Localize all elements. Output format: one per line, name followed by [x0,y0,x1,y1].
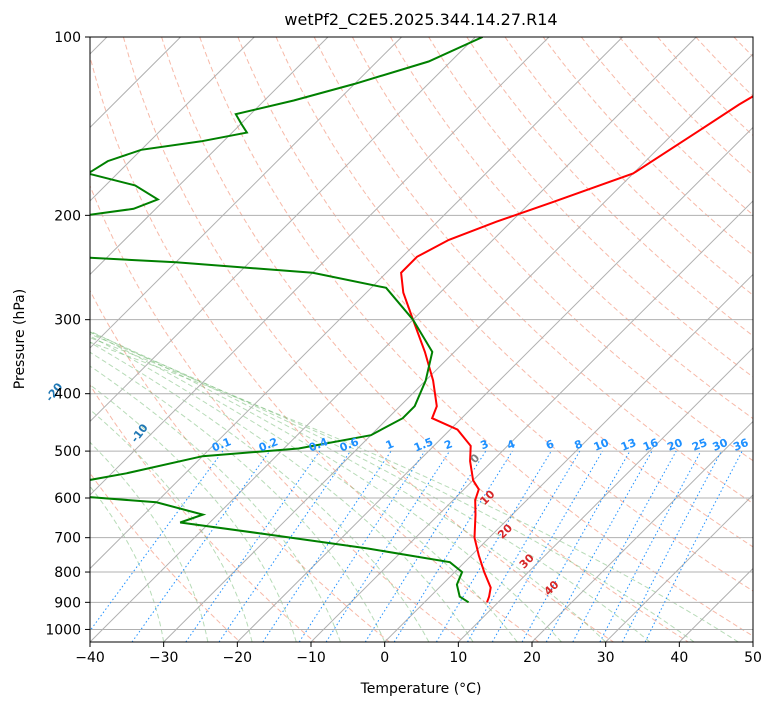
dry-adiabat-line [161,37,689,642]
y-tick-label: 100 [54,30,81,46]
dry-adiabat-line [428,37,753,378]
isotherm-line [384,273,753,642]
x-tick-label: −10 [296,650,326,666]
x-tick-label: 30 [597,650,615,666]
mixing-ratio-label: 20 [665,436,684,454]
tick-layer: −40 −30 −20 −10 0 10 20 30 40 50 100 200 300 400 500 60… [45,30,762,666]
moist-adiabat-line [90,341,739,642]
y-tick-label: 500 [54,444,81,460]
mixing-ratio-line [325,450,451,642]
dry-adiabat-line [313,37,753,505]
mixing-ratio-label: 2 [442,437,454,452]
y-tick-label: 800 [54,565,81,581]
isotherm-line [236,126,753,642]
series-layer [90,37,753,604]
y-axis-title: Pressure (hPa) [12,289,28,389]
x-tick-label: 40 [670,650,688,666]
isotherm-line [457,347,753,642]
grid-layer [90,37,753,642]
mixing-ratio-line [185,450,321,642]
x-tick-label: −20 [223,650,253,666]
isotherm-line [90,37,550,496]
mixing-ratio-line [572,450,677,642]
mixing-ratio-line [131,450,271,642]
y-tick-label: 1000 [45,622,81,638]
isotherm-line [163,53,753,642]
x-tick-label: −30 [149,650,179,666]
temperature-profile-line [400,95,753,603]
dry-adiabat-line [199,37,753,637]
plot-frame [89,36,754,643]
isotherm-line [310,200,753,642]
dry-adiabat-line [90,383,316,642]
isotherm-line [531,420,753,642]
chart-title: wetPf2_C2E5.2025.344.14.27.R14 [284,10,557,30]
isotherm-line [90,37,329,276]
mixing-ratio-label: 16 [641,436,660,454]
mixing-ratio-label: 10 [592,436,611,454]
moist-adiabat-line [90,331,607,642]
dry-adiabat-line [90,184,465,642]
dry-adiabat-line [90,289,390,642]
mixing-ratio-line [393,450,513,642]
dry-adiabat-line [542,37,753,256]
mixing-ratio-label: 1 [384,437,396,452]
moist-adiabat-line [90,331,518,642]
mixing-ratio-label: 30 [711,436,730,454]
mixing-ratio-line [545,450,653,642]
moist-adiabat-line [90,333,651,642]
dry-adiabat-line [275,37,753,548]
x-tick-label: 10 [449,650,467,666]
isotherm-line [90,37,402,349]
moist-adiabat-line [90,335,474,642]
dry-adiabat-line [90,54,540,642]
isotherm-line [90,37,623,570]
moist-adiabat-line [90,441,209,642]
x-axis-title: Temperature (°C) [360,681,482,697]
isotherm-line [90,37,476,423]
mixing-ratio-label: 36 [731,436,750,454]
mixing-ratio-line [644,450,743,642]
mixing-ratio-label: 25 [690,436,709,454]
moist-adiabat-line [90,337,695,642]
isotherm-line [90,37,255,202]
x-tick-label: 50 [744,650,762,666]
mixing-ratio-label: 3 [479,437,491,452]
mixing-ratio-label: 13 [619,436,638,454]
moist-adiabat-line [90,384,297,642]
x-tick-label: 0 [380,650,389,666]
dry-adiabat-line [122,37,614,642]
mixing-ratio-line [218,450,351,642]
isotherm-line [90,37,697,642]
y-tick-label: 400 [54,387,81,403]
dry-adiabat-line [90,472,241,642]
isotherm-line [605,494,753,642]
dewpoint-profile-line [90,37,484,604]
dry-adiabat-line [504,37,753,296]
x-tick-label: −40 [75,650,105,666]
y-tick-label: 300 [54,313,81,329]
moist-adiabat-line [90,330,562,642]
y-tick-label: 200 [54,208,81,224]
moist-adiabat-line [90,485,165,642]
y-tick-label: 700 [54,531,81,547]
dry-adiabat-line [619,37,753,176]
mixing-ratio-label: 8 [573,437,585,452]
x-tick-label: 20 [523,650,541,666]
y-tick-label: 900 [54,595,81,611]
mixing-ratio-line [298,450,426,642]
isotherm-line [752,641,753,642]
mixing-ratio-line [521,450,631,642]
mixing-ratio-line [435,450,552,642]
dry-adiabat-line [390,37,753,420]
y-tick-label: 600 [54,491,81,507]
moist-adiabat-line [90,365,341,642]
mixing-ratio-line [262,450,392,642]
dry-adiabat-line [237,37,753,592]
mixing-ratio-line [90,450,224,632]
